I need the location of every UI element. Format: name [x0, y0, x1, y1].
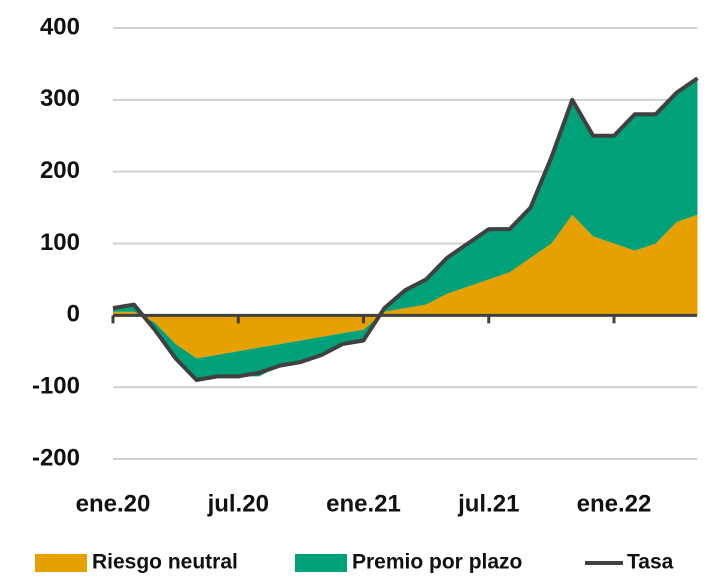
x-tick-label: ene.21 [326, 490, 401, 517]
x-tick-label: ene.22 [577, 490, 652, 517]
y-tick-label: 0 [67, 301, 80, 328]
x-tick-label: jul.21 [457, 490, 519, 517]
legend-swatch [295, 554, 347, 572]
legend-label: Premio por plazo [352, 551, 522, 574]
y-tick-label: 200 [40, 157, 80, 184]
y-tick-label: -100 [32, 373, 80, 400]
legend-label: Tasa [627, 551, 674, 574]
x-tick-label: ene.20 [76, 490, 151, 517]
y-tick-label: -200 [32, 444, 80, 471]
line [112, 76, 699, 382]
y-tick-label: 300 [40, 85, 80, 112]
x-tick-label: jul.20 [207, 490, 269, 517]
y-tick-label: 100 [40, 229, 80, 256]
legend-swatch [35, 554, 87, 572]
y-tick-label: 400 [40, 13, 80, 40]
area [113, 214, 698, 359]
legend-label: Riesgo neutral [92, 551, 238, 574]
